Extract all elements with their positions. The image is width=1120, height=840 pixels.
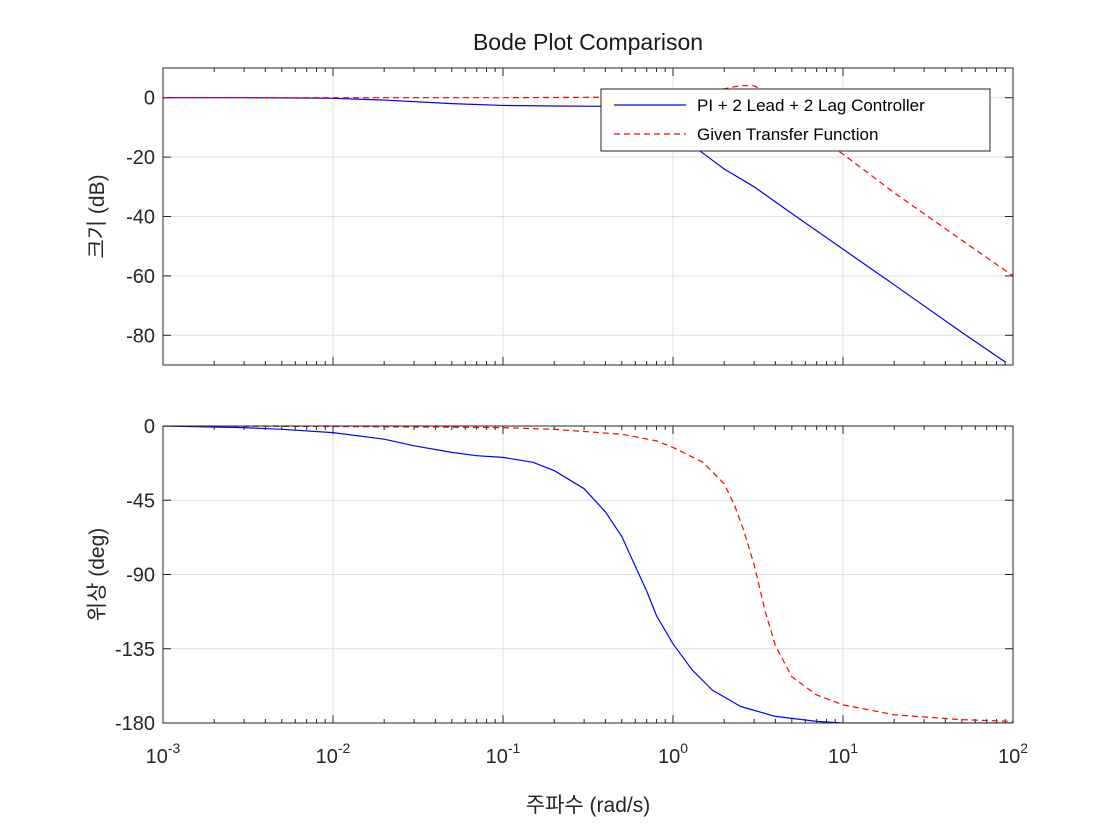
- magnitude-y-tick-label: -20: [126, 147, 155, 169]
- x-tick-label: 102: [998, 740, 1028, 768]
- magnitude-series-given-transfer-function: [163, 84, 1013, 277]
- legend-label: Given Transfer Function: [697, 125, 878, 144]
- x-tick-label: 10-2: [316, 740, 351, 768]
- phase-y-tick-label: -45: [126, 490, 155, 512]
- x-tick-label-exponent: 2: [1020, 740, 1028, 756]
- phase-series-controller: [163, 426, 1013, 723]
- magnitude-y-axis-label: 크기 (dB): [86, 174, 109, 258]
- x-tick-label: 100: [658, 740, 688, 768]
- x-tick-label-base: 10: [998, 746, 1020, 768]
- chart-title: Bode Plot Comparison: [473, 29, 703, 55]
- phase-y-tick-label: -180: [115, 713, 155, 735]
- magnitude-y-tick-label: -40: [126, 207, 155, 229]
- x-axis-label: 주파수 (rad/s): [526, 794, 650, 817]
- x-tick-label-base: 10: [828, 746, 850, 768]
- phase-y-tick-label: 0: [144, 416, 155, 438]
- phase-y-tick-label: -135: [115, 639, 155, 661]
- x-tick-label-exponent: -3: [168, 740, 181, 756]
- magnitude-axes-box: [162, 67, 1014, 366]
- phase-y-axis-label: 위상 (deg): [86, 528, 109, 622]
- phase-series-given-transfer-function: [163, 426, 1013, 722]
- magnitude-y-tick-label: -60: [126, 266, 155, 288]
- x-tick-label-base: 10: [486, 746, 508, 768]
- x-tick-label: 101: [828, 740, 858, 768]
- x-tick-label-base: 10: [316, 746, 338, 768]
- phase-axes-box: [162, 425, 1014, 724]
- x-tick-label-base: 10: [658, 746, 680, 768]
- x-tick-label: 10-3: [146, 740, 181, 768]
- magnitude-y-tick-label: 0: [144, 88, 155, 110]
- x-tick-label: 10-1: [486, 740, 521, 768]
- x-tick-label-exponent: -1: [508, 740, 521, 756]
- x-tick-label-base: 10: [146, 746, 168, 768]
- legend: PI + 2 Lead + 2 Lag Controller Given Tran…: [600, 88, 991, 152]
- legend-box: [600, 88, 991, 152]
- magnitude-y-tick-label: -80: [126, 325, 155, 347]
- phase-y-tick-label: -90: [126, 565, 155, 587]
- legend-label: PI + 2 Lead + 2 Lag Controller: [697, 96, 925, 115]
- magnitude-panel: 0 -20 -40 -60 -80 크기 (dB): [86, 67, 1014, 366]
- x-tick-label-exponent: -2: [338, 740, 351, 756]
- x-tick-label-exponent: 1: [850, 740, 858, 756]
- phase-panel: 0 -45 -90 -135 -180 위상 (deg): [86, 416, 1014, 735]
- x-tick-label-exponent: 0: [680, 740, 688, 756]
